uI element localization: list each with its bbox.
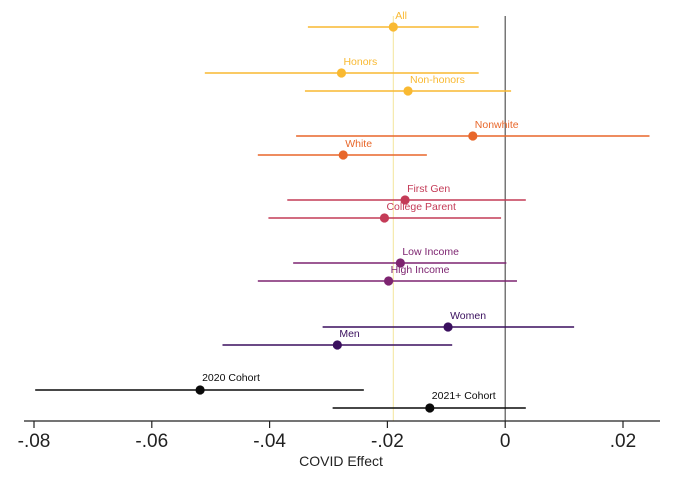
point-women <box>443 322 453 332</box>
x-axis: -.08 -.06 -.04 -.02 0 .02 <box>18 420 660 452</box>
point-all <box>388 22 398 32</box>
label-men: Men <box>339 328 360 340</box>
label-honors: Honors <box>343 56 377 68</box>
label-nonwhite: Nonwhite <box>475 119 519 131</box>
series-labels: All Honors Non-honors Nonwhite White First Ge… <box>202 10 519 402</box>
label-college-parent: College Parent <box>386 201 456 213</box>
x-tick-label: -.06 <box>135 431 168 452</box>
x-tick-label: 0 <box>500 431 511 452</box>
point-college-parent <box>379 213 390 223</box>
x-tick-label: -.08 <box>18 431 51 452</box>
point-white <box>338 150 348 160</box>
label-all: All <box>395 10 407 22</box>
point-nonwhite <box>468 131 478 141</box>
label-first-gen: First Gen <box>407 183 450 195</box>
x-tick-label: .02 <box>610 431 636 452</box>
point-low-income <box>395 258 405 268</box>
point-2020-cohort <box>195 385 205 395</box>
point-high-income <box>383 276 394 286</box>
x-tick-label: -.04 <box>253 431 286 452</box>
x-axis-title: COVID Effect <box>299 453 383 469</box>
point-honors <box>336 68 347 78</box>
label-women: Women <box>450 310 486 322</box>
x-tick-label: -.02 <box>371 431 404 452</box>
label-2020-cohort: 2020 Cohort <box>202 372 260 384</box>
point-estimates <box>195 22 478 413</box>
point-first-gen <box>400 195 410 205</box>
point-2021-cohort <box>425 403 435 413</box>
label-white: White <box>345 138 372 150</box>
point-men <box>332 340 342 350</box>
confidence-intervals <box>35 26 650 409</box>
label-high-income: High Income <box>391 264 450 276</box>
label-low-income: Low Income <box>402 246 459 258</box>
label-2021-cohort: 2021+ Cohort <box>432 390 496 402</box>
point-non-honors <box>403 86 413 96</box>
label-non-honors: Non-honors <box>410 74 465 86</box>
